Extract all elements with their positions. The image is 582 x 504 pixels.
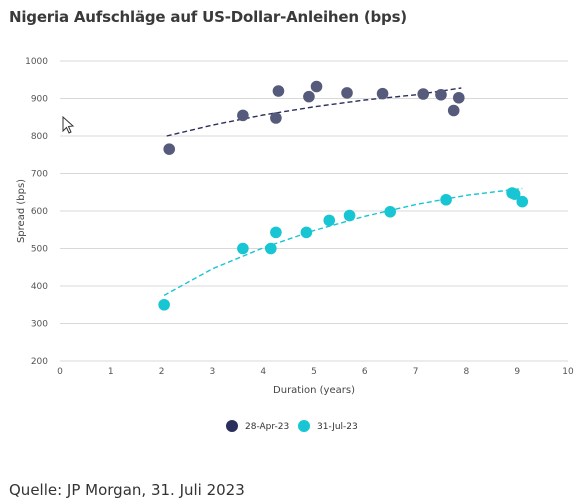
legend-label-31-jul-23: 31-Jul-23 (317, 422, 358, 432)
x-tick-label: 8 (464, 367, 470, 377)
x-tick-label: 4 (260, 367, 266, 377)
chart-title: Nigeria Aufschläge auf US-Dollar-Anleihe… (9, 8, 407, 26)
data-point-series-2 (343, 209, 356, 222)
trend-line-series-1 (166, 87, 462, 137)
legend-label-28-apr-23: 28-Apr-23 (245, 422, 289, 432)
data-point-series-2 (158, 298, 170, 311)
grid-lines (60, 60, 568, 362)
x-tick-label: 7 (413, 367, 419, 377)
data-point-series-2 (270, 226, 282, 239)
data-point-series-1 (272, 85, 285, 97)
data-point-series-2 (508, 188, 521, 200)
data-point-series-2 (265, 242, 277, 255)
x-tick-label: 3 (210, 367, 216, 377)
data-point-series-1 (417, 88, 430, 100)
y-tick-label: 200 (31, 357, 48, 367)
x-tick-label: 10 (562, 367, 574, 377)
y-tick-label: 600 (31, 207, 48, 217)
data-point-series-1 (303, 90, 315, 103)
x-axis-label: Duration (years) (273, 385, 355, 396)
x-tick-label: 9 (514, 367, 520, 377)
y-tick-label: 300 (31, 320, 48, 330)
data-point-series-1 (452, 91, 465, 104)
y-tick-label: 800 (31, 132, 48, 142)
trend-lines (163, 87, 523, 297)
x-tick-label: 1 (108, 367, 114, 377)
x-tick-label: 2 (159, 367, 165, 377)
x-tick-label: 0 (57, 367, 63, 377)
trend-line-series-2 (163, 187, 523, 297)
x-tick-label: 6 (362, 367, 368, 377)
data-point-series-1 (447, 104, 460, 117)
legend-marker-28-apr-23 (226, 420, 238, 432)
x-tick-label: 5 (311, 367, 317, 377)
data-point-series-1 (237, 109, 249, 122)
source-note: Quelle: JP Morgan, 31. Juli 2023 (9, 481, 245, 499)
y-tick-label: 700 (31, 170, 48, 180)
mouse-cursor-icon (62, 115, 75, 134)
data-point-series-2 (323, 214, 336, 227)
data-point-series-1 (341, 87, 353, 99)
y-tick-label: 400 (31, 282, 48, 292)
data-points (158, 80, 529, 311)
y-tick-label: 1000 (25, 57, 48, 67)
data-point-series-2 (516, 195, 529, 208)
data-point-series-2 (300, 226, 313, 239)
data-point-series-2 (384, 205, 397, 218)
data-point-series-2 (237, 242, 249, 255)
y-tick-label: 900 (31, 95, 48, 105)
data-point-series-1 (163, 143, 176, 155)
y-tick-label: 500 (31, 245, 48, 255)
data-point-series-1 (435, 88, 447, 101)
legend-marker-31-jul-23 (298, 420, 310, 432)
x-tick-labels: 0 1 2 3 4 5 6 7 8 9 10 (57, 367, 574, 377)
data-point-series-1 (310, 80, 323, 93)
data-point-series-1 (376, 87, 389, 100)
data-point-series-1 (270, 112, 282, 124)
y-axis-label: Spread (bps) (16, 179, 27, 243)
data-point-series-2 (440, 193, 452, 206)
y-tick-labels: 200 300 400 500 600 700 800 900 1000 (25, 57, 48, 367)
legend: 28-Apr-23 31-Jul-23 (226, 420, 358, 432)
